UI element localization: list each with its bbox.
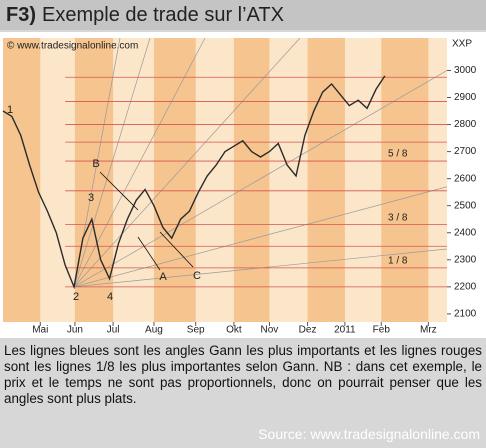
y-tick-label: 2700 [454,146,477,157]
gann-angle [73,186,448,288]
source: Source: www.tradesignalonline.com [258,426,480,442]
title: Exemple de trade sur l’ATX [42,4,284,26]
gann-angle [73,37,301,288]
gann-angle [73,37,151,287]
annotation: A [159,271,167,283]
y-tick-label: 2200 [454,281,477,292]
annotation: C [193,270,201,282]
y-tick-label: 2600 [454,173,477,184]
gann-label: 1 / 8 [388,256,408,267]
annotation-arrow [99,171,139,211]
x-tick-label: Okt [226,325,242,336]
annotation-arrow [137,236,161,271]
x-tick-label: Sep [187,325,205,336]
y-tick-label: 2900 [454,92,477,103]
month-band [307,38,345,322]
annotation-arrow [159,231,194,268]
chart: Mai Jun Jul Aug Sep Okt Nov Dez 2011 Feb Mrz210022… [0,32,486,338]
gann-angle [73,70,448,288]
x-tick-label: Mrz [420,325,437,336]
watermark: © www.tradesignalonline.com [7,41,138,52]
x-tick-label: Aug [145,325,163,336]
y-tick-label: 2400 [454,227,477,238]
y-tick-label: 2800 [454,119,477,130]
x-tick-label: 2011 [334,325,356,336]
gann-angle [73,37,206,288]
annotation: B [92,158,99,170]
gann-label: 5 / 8 [388,149,408,160]
x-tick-label: Nov [261,325,279,336]
y-tick-label: 2300 [454,254,477,265]
x-tick-label: Mai [32,325,48,336]
month-band [233,38,270,322]
plot-background [3,38,447,322]
annotation: 2 [73,291,79,303]
y-tick-label: 2100 [454,309,477,320]
header: F3) Exemple de trade sur l’ATX [0,0,486,30]
x-tick-label: Jun [67,325,83,336]
caption: Les lignes bleues sont les angles Gann l… [4,343,482,406]
y-tick-label: 2500 [454,200,477,211]
annotation: 1 [7,104,13,116]
annotation: 3 [88,192,94,204]
figure-number: F3) [6,4,36,26]
month-band [381,38,429,322]
price-line [2,75,386,290]
y-tick-label: 3000 [454,65,477,76]
y-axis-label: XXP [452,39,472,50]
gann-label: 3 / 8 [388,212,408,223]
x-tick-label: Jul [107,325,120,336]
month-band [153,38,196,322]
x-tick-label: Dez [299,325,317,336]
x-tick-label: Feb [373,325,391,336]
annotation: 4 [107,291,113,303]
